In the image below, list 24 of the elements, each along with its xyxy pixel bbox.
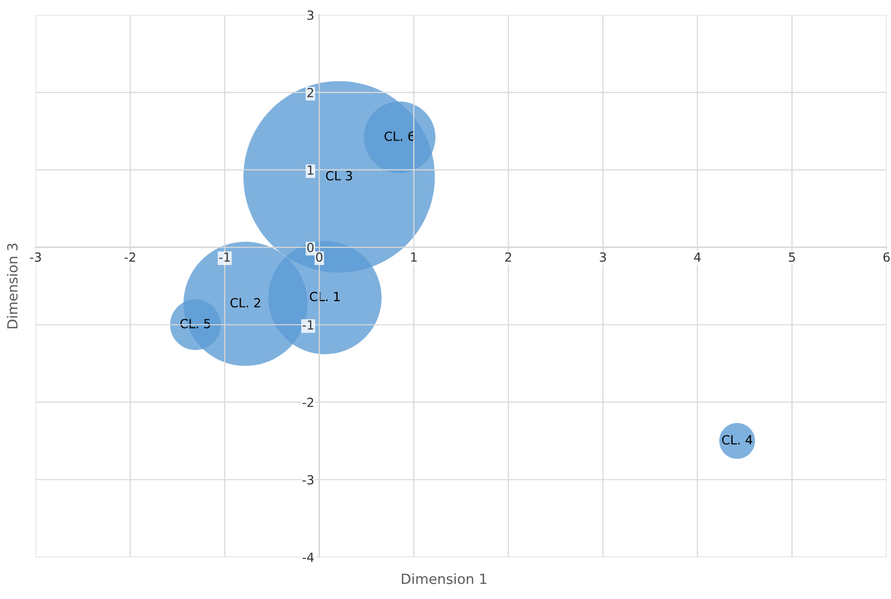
- x-tick-label: 0: [316, 252, 322, 262]
- y-tick-label: -3: [302, 475, 314, 485]
- annotation: CL. 2: [230, 298, 260, 308]
- x-tick-label: 6: [883, 252, 890, 262]
- x-tick-label: -2: [124, 252, 136, 262]
- y-tick-label: 1: [308, 165, 314, 175]
- y-tick-label: 2: [307, 88, 314, 98]
- x-tick-label: 3: [600, 252, 606, 262]
- y-tick-label: 3: [307, 10, 314, 20]
- y-tick-label: -4: [302, 552, 314, 562]
- x-tick-label: 2: [505, 252, 512, 262]
- y-axis-title: Dimension 3: [6, 244, 18, 328]
- annotation: CL. 4: [722, 435, 752, 445]
- x-tick-label: -1: [219, 252, 230, 262]
- x-tick-label: 5: [788, 252, 795, 262]
- y-tick-label: 0: [307, 242, 314, 252]
- annotation: CL. 5: [180, 318, 210, 328]
- x-tick-label: -3: [30, 252, 41, 262]
- x-tick-label: 4: [694, 252, 701, 262]
- y-tick-label: -2: [302, 398, 314, 407]
- x-axis-title: Dimension 1: [402, 573, 486, 584]
- annotation: CL 3: [326, 171, 352, 180]
- y-tick-label: -1: [302, 320, 314, 330]
- x-tick-label: 1: [411, 252, 417, 262]
